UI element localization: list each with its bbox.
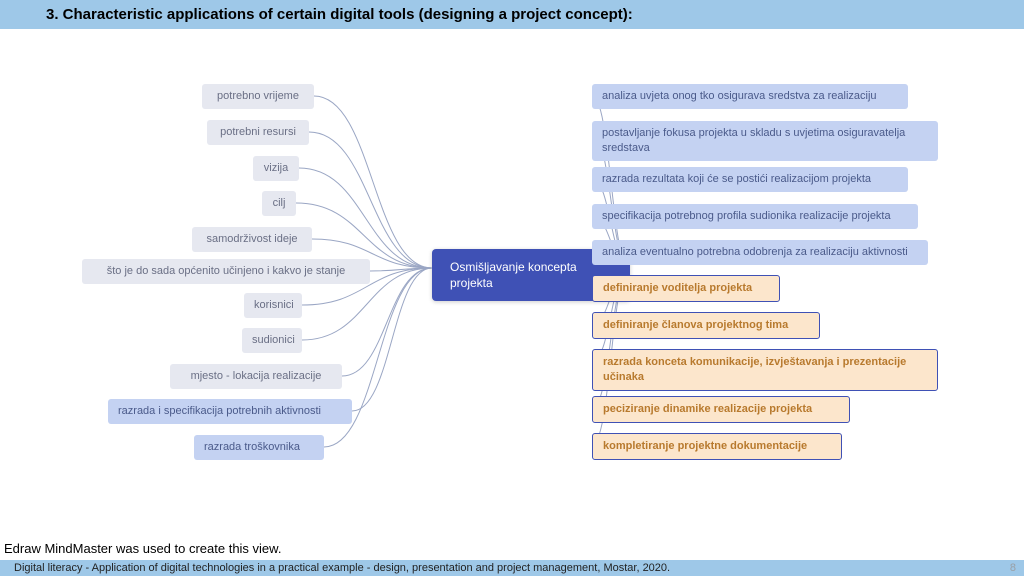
left-node-9: razrada i specifikacija potrebnih aktivn…	[108, 399, 352, 424]
right-node-3: specifikacija potrebnog profila sudionik…	[592, 204, 918, 229]
left-node-1: potrebni resursi	[207, 120, 309, 145]
left-node-6: korisnici	[244, 293, 302, 318]
left-node-7: sudionici	[242, 328, 302, 353]
right-node-7: razrada konceta komunikacije, izvještava…	[592, 349, 938, 391]
right-node-6: definiranje članova projektnog tima	[592, 312, 820, 339]
left-node-0: potrebno vrijeme	[202, 84, 314, 109]
right-node-1: postavljanje fokusa projekta u skladu s …	[592, 121, 938, 161]
left-node-3: cilj	[262, 191, 296, 216]
left-node-4: samodrživost ideje	[192, 227, 312, 252]
page-number: 8	[1010, 562, 1016, 574]
mindmap-canvas: Osmišljavanje koncepta projektapotrebno …	[0, 29, 1024, 525]
page-title: 3. Characteristic applications of certai…	[0, 0, 1024, 29]
left-node-5: što je do sada općenito učinjeno i kakvo…	[82, 259, 370, 284]
right-node-9: kompletiranje projektne dokumentacije	[592, 433, 842, 460]
right-node-2: razrada rezultata koji će se postići rea…	[592, 167, 908, 192]
right-node-5: definiranje voditelja projekta	[592, 275, 780, 302]
right-node-8: peciziranje dinamike realizacije projekt…	[592, 396, 850, 423]
right-node-0: analiza uvjeta onog tko osigurava sredst…	[592, 84, 908, 109]
footer-note: Edraw MindMaster was used to create this…	[4, 541, 281, 556]
left-node-2: vizija	[253, 156, 299, 181]
footer-bar: Digital literacy - Application of digita…	[0, 560, 1024, 576]
left-node-8: mjesto - lokacija realizacije	[170, 364, 342, 389]
right-node-4: analiza eventualno potrebna odobrenja za…	[592, 240, 928, 265]
left-node-10: razrada troškovnika	[194, 435, 324, 460]
